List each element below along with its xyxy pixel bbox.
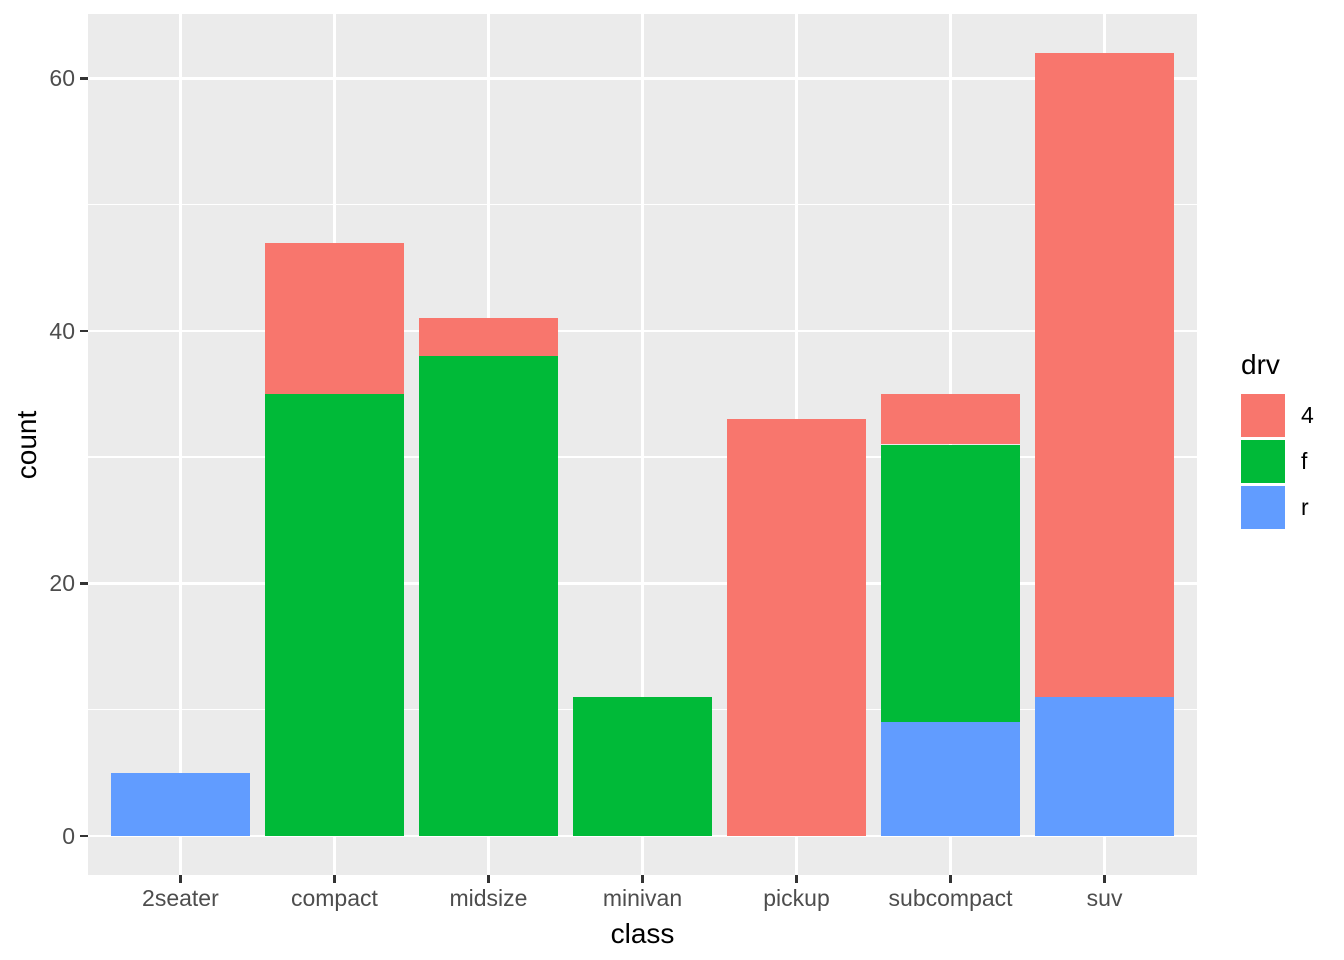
legend-entry-r: r [1241,486,1314,529]
x-tick [333,875,336,883]
x-tick-label: suv [1086,885,1123,911]
x-tick-label: subcompact [888,885,1013,911]
x-tick [795,875,798,883]
y-tick-label: 40 [49,317,75,344]
legend-entry-4: 4 [1241,394,1314,437]
y-tick [80,329,88,333]
legend-label-r: r [1301,494,1309,520]
x-tick [487,875,490,883]
x-tick [641,875,644,883]
y-tick [80,582,88,585]
bar-subcompact-r [881,722,1020,836]
x-tick-label: compact [290,885,378,911]
plot-panel [88,14,1197,875]
bar-pickup-4 [727,419,866,836]
bar-suv-r [1035,696,1174,836]
bar-compact-f [265,394,404,836]
legend-entry-f: f [1241,440,1314,483]
legend-key-4 [1241,394,1285,437]
x-tick-label: pickup [763,885,830,911]
gridline-category [179,14,182,875]
bar-2seater-r [111,772,250,836]
bar-subcompact-4 [881,394,1020,445]
legend-label-4: 4 [1301,402,1314,428]
y-tick [80,834,88,838]
bar-suv-4 [1035,53,1174,697]
legend-key-f [1241,440,1285,483]
bar-midsize-f [419,356,558,836]
y-axis-title: count [11,410,42,479]
bar-midsize-4 [419,318,558,357]
bar-subcompact-f [881,444,1020,723]
legend-key-r [1241,486,1285,529]
gridline-category [641,14,644,875]
x-tick-label: 2seater [142,885,219,911]
y-tick-label: 0 [62,822,75,849]
bar-minivan-f [573,696,712,836]
x-tick-label: midsize [449,885,528,911]
legend-title: drv [1241,349,1280,380]
legend-label-f: f [1301,448,1308,474]
x-tick [949,875,952,883]
x-tick [1103,875,1106,883]
y-tick-label: 20 [49,570,75,597]
x-axis-title: class [610,918,675,949]
bar-compact-4 [265,242,404,394]
y-tick-label: 60 [49,65,75,92]
x-tick-label: minivan [602,885,683,911]
x-tick [179,875,182,883]
y-tick [80,77,88,80]
